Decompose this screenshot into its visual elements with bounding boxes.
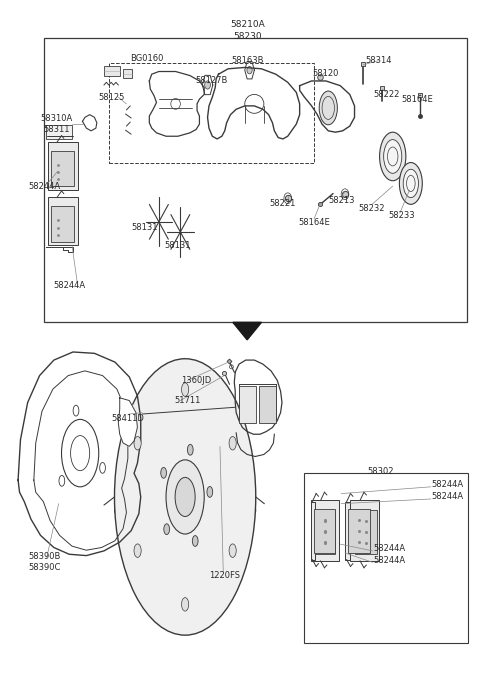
Bar	[48, 198, 78, 246]
Text: 58244A: 58244A	[54, 282, 86, 290]
Text: 58390B
58390C: 58390B 58390C	[28, 552, 60, 572]
Text: 58163B: 58163B	[231, 56, 264, 65]
Text: 58127B: 58127B	[195, 77, 228, 85]
Text: 58310A
58311: 58310A 58311	[40, 114, 72, 134]
Text: 58244A: 58244A	[431, 492, 463, 502]
Bar	[104, 66, 120, 76]
Text: 58125: 58125	[98, 93, 124, 102]
Bar	[311, 500, 339, 561]
Circle shape	[247, 66, 252, 74]
Ellipse shape	[164, 524, 169, 535]
Text: 58131: 58131	[165, 241, 191, 250]
Ellipse shape	[166, 460, 204, 534]
Bar	[48, 142, 78, 190]
Ellipse shape	[403, 169, 419, 198]
Ellipse shape	[319, 91, 337, 125]
Ellipse shape	[229, 437, 236, 450]
Text: 58302: 58302	[368, 468, 394, 477]
Text: 58411D: 58411D	[111, 414, 144, 422]
Text: 58164E: 58164E	[298, 218, 330, 227]
Ellipse shape	[399, 162, 422, 204]
Circle shape	[204, 81, 210, 89]
Text: 58244A: 58244A	[373, 556, 406, 565]
Ellipse shape	[115, 359, 256, 635]
Bar	[46, 125, 72, 139]
Text: 58210A
58230: 58210A 58230	[230, 20, 264, 41]
Text: 58233: 58233	[388, 211, 415, 219]
Bar	[314, 510, 336, 554]
Bar	[122, 70, 132, 78]
Bar	[51, 206, 74, 242]
Text: 1360JD: 1360JD	[181, 376, 211, 385]
Bar	[44, 39, 467, 322]
Ellipse shape	[187, 444, 193, 455]
Ellipse shape	[181, 383, 189, 396]
Ellipse shape	[115, 489, 256, 531]
Bar	[304, 473, 468, 643]
Bar	[109, 64, 314, 163]
Bar	[314, 509, 336, 553]
Text: 58244A: 58244A	[431, 480, 463, 489]
Bar	[350, 500, 379, 561]
Text: 58120: 58120	[312, 69, 339, 78]
Text: 58213: 58213	[328, 196, 354, 204]
Ellipse shape	[380, 132, 406, 181]
Text: 58164E: 58164E	[402, 95, 433, 104]
Bar	[345, 502, 350, 560]
Ellipse shape	[161, 467, 167, 478]
Ellipse shape	[229, 544, 236, 557]
Bar	[348, 509, 370, 553]
Polygon shape	[233, 322, 262, 340]
Ellipse shape	[134, 437, 141, 450]
Ellipse shape	[207, 487, 213, 498]
Bar	[356, 510, 377, 554]
Text: 58232: 58232	[358, 204, 384, 213]
Text: 58221: 58221	[270, 199, 296, 208]
Bar	[51, 151, 74, 186]
Text: 58314: 58314	[365, 56, 392, 65]
Bar	[239, 386, 256, 422]
Ellipse shape	[175, 477, 195, 517]
Text: 58244A: 58244A	[28, 182, 60, 192]
Ellipse shape	[384, 139, 402, 173]
Bar	[311, 502, 315, 560]
Ellipse shape	[192, 536, 198, 546]
Ellipse shape	[134, 544, 141, 557]
Text: 58222: 58222	[374, 90, 400, 99]
Bar	[259, 386, 276, 422]
Polygon shape	[118, 398, 137, 446]
Text: 51711: 51711	[174, 396, 201, 405]
Text: 58131: 58131	[132, 223, 158, 232]
Ellipse shape	[181, 598, 189, 611]
Text: 58244A: 58244A	[373, 544, 406, 553]
Text: BG0160: BG0160	[130, 54, 164, 63]
Text: 1220FS: 1220FS	[209, 571, 240, 580]
